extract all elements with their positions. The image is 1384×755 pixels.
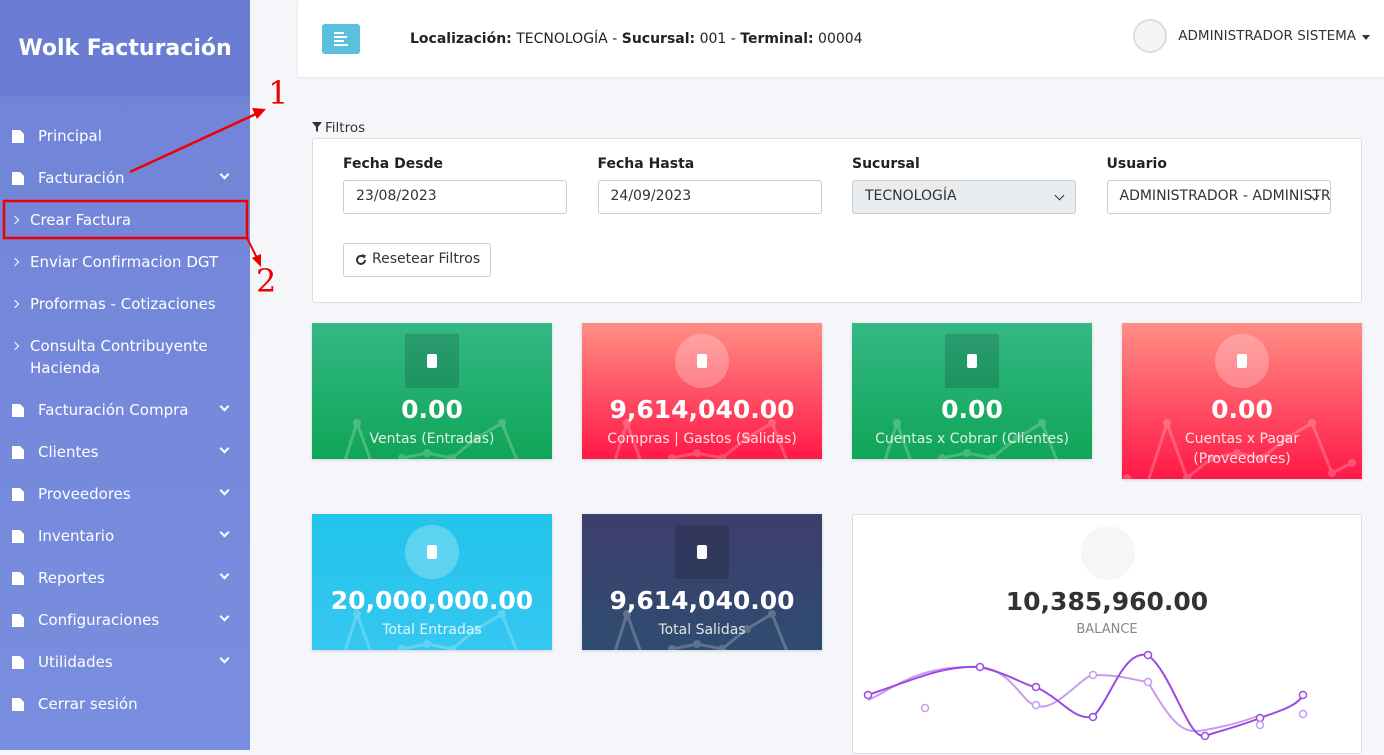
stat-card[interactable]: 20,000,000.00 Total Entradas (312, 514, 552, 650)
menu-label: Configuraciones (38, 611, 160, 629)
submenu-label: Enviar Confirmacion DGT (30, 253, 219, 271)
sparkline (613, 609, 789, 650)
menu-label: Clientes (38, 443, 99, 461)
balance-label: BALANCE (1076, 622, 1138, 637)
annotation-1: 1 (268, 74, 289, 112)
menu-toggle[interactable] (322, 24, 360, 54)
filters-title: Filtros (312, 120, 365, 136)
submenu-item[interactable]: Consulta Contribuyente Hacienda (10, 335, 242, 379)
sparkline (343, 418, 519, 459)
card-icon (405, 334, 459, 388)
filters-title-text: Filtros (325, 120, 366, 136)
card-icon (675, 334, 729, 388)
reset-button[interactable]: Resetear Filtros (343, 243, 491, 277)
header: Localización: TECNOLOGÍA - Sucursal: 001… (298, 0, 1384, 77)
menu-label: Reportes (38, 569, 105, 587)
submenu-item[interactable]: Crear Factura (10, 209, 242, 231)
card-label: Ventas (Entradas) (369, 431, 495, 447)
location-info: Localización: TECNOLOGÍA - Sucursal: 001… (410, 31, 863, 47)
select-input[interactable]: TECNOLOGÍA (852, 180, 1076, 214)
location-value: TECNOLOGÍA (516, 31, 608, 47)
submenu-item[interactable]: Enviar Confirmacion DGT (10, 251, 242, 273)
card-value: 0.00 (401, 395, 463, 424)
stat-card[interactable]: 0.00 Cuentas x Pagar (Proveedores) (1122, 323, 1362, 479)
menu-label: Facturación Compra (38, 401, 189, 419)
select-input[interactable]: ADMINISTRADOR - ADMINISTRADOR SISTEMA (1106, 180, 1331, 214)
sparkline (613, 418, 789, 459)
balance-card: 10,385,960.00 BALANCE (852, 514, 1362, 754)
reset-label: Resetear Filtros (372, 251, 481, 267)
filter-label: Usuario (1106, 156, 1167, 172)
menu-item[interactable]: Principal (10, 125, 242, 147)
filters-panel: Resetear Filtros Fecha Desde 23/08/2023 Fe… (312, 138, 1362, 303)
card-icon (675, 525, 729, 579)
balance-value: 10,385,960.00 (1005, 587, 1209, 616)
separator: - (730, 31, 736, 47)
menu-item[interactable]: Cerrar sesión (10, 693, 242, 715)
submenu-label: Proformas - Cotizaciones (30, 295, 216, 313)
card-icon (945, 334, 999, 388)
menu-item[interactable]: Inventario (10, 525, 242, 547)
sparkline (883, 418, 1059, 459)
location-label: Localización: (410, 31, 512, 47)
menu-item[interactable]: Configuraciones (10, 609, 242, 631)
avatar[interactable] (1133, 19, 1167, 53)
menu-item[interactable]: Clientes (10, 441, 242, 463)
annotation-2: 2 (256, 262, 277, 300)
menu-label: Principal (38, 127, 102, 145)
card-label: Cuentas x Pagar (Proveedores) (1184, 431, 1300, 467)
submenu-label: Crear Factura (30, 211, 132, 229)
menu-label: Cerrar sesión (38, 695, 138, 713)
menu-label: Facturación (38, 169, 125, 187)
caret (1362, 35, 1370, 40)
card-value: 0.00 (1211, 395, 1273, 424)
card-icon (405, 525, 459, 579)
menu-item[interactable]: Facturación Compra (10, 399, 242, 421)
card-icon (1215, 334, 1269, 388)
location-label: Terminal: (740, 31, 814, 47)
submenu-label: Consulta Contribuyente Hacienda (30, 337, 208, 377)
card-label: Compras | Gastos (Salidas) (607, 431, 797, 447)
card-label: Total Entradas (382, 622, 482, 638)
sparkline (343, 609, 519, 650)
card-value: 9,614,040.00 (609, 586, 795, 615)
filter-label: Fecha Hasta (597, 156, 695, 172)
menu-label: Inventario (38, 527, 115, 545)
card-label: Total Salidas (658, 622, 746, 638)
menu-item[interactable]: Utilidades (10, 651, 242, 673)
submenu-item[interactable]: Proformas - Cotizaciones (10, 293, 242, 315)
location-value: 001 (699, 31, 727, 47)
sparkline (1123, 418, 1356, 479)
location-label: Sucursal: (621, 31, 696, 47)
card-value: 9,614,040.00 (609, 395, 795, 424)
stat-card[interactable]: 0.00 Cuentas x Cobrar (Clientes) (852, 323, 1092, 459)
stat-card[interactable]: 0.00 Ventas (Entradas) (312, 323, 552, 459)
menu-item[interactable]: Reportes (10, 567, 242, 589)
card-value: 20,000,000.00 (330, 586, 534, 615)
user-menu[interactable]: ADMINISTRADOR SISTEMA (1178, 28, 1356, 44)
menu-item[interactable]: Facturación (10, 167, 242, 189)
card-value: 0.00 (941, 395, 1003, 424)
stat-card[interactable]: 9,614,040.00 Total Salidas (582, 514, 822, 650)
location-value: 00004 (818, 31, 863, 47)
sidebar: Wolk Facturación Principal Facturación Cre… (0, 0, 250, 750)
card-label: Cuentas x Cobrar (Clientes) (875, 431, 1069, 447)
stat-card[interactable]: 9,614,040.00 Compras | Gastos (Salidas) (582, 323, 822, 459)
brand[interactable]: Wolk Facturación (0, 0, 250, 96)
menu-item[interactable]: Proveedores (10, 483, 242, 505)
filter-label: Sucursal (852, 156, 920, 172)
menu-label: Proveedores (38, 485, 131, 503)
separator: - (612, 31, 618, 47)
filter-label: Fecha Desde (343, 156, 444, 172)
date-input[interactable]: 24/09/2023 (597, 180, 822, 214)
menu-label: Utilidades (38, 653, 113, 671)
date-input[interactable]: 23/08/2023 (343, 180, 567, 214)
balance-chart (863, 650, 1308, 741)
